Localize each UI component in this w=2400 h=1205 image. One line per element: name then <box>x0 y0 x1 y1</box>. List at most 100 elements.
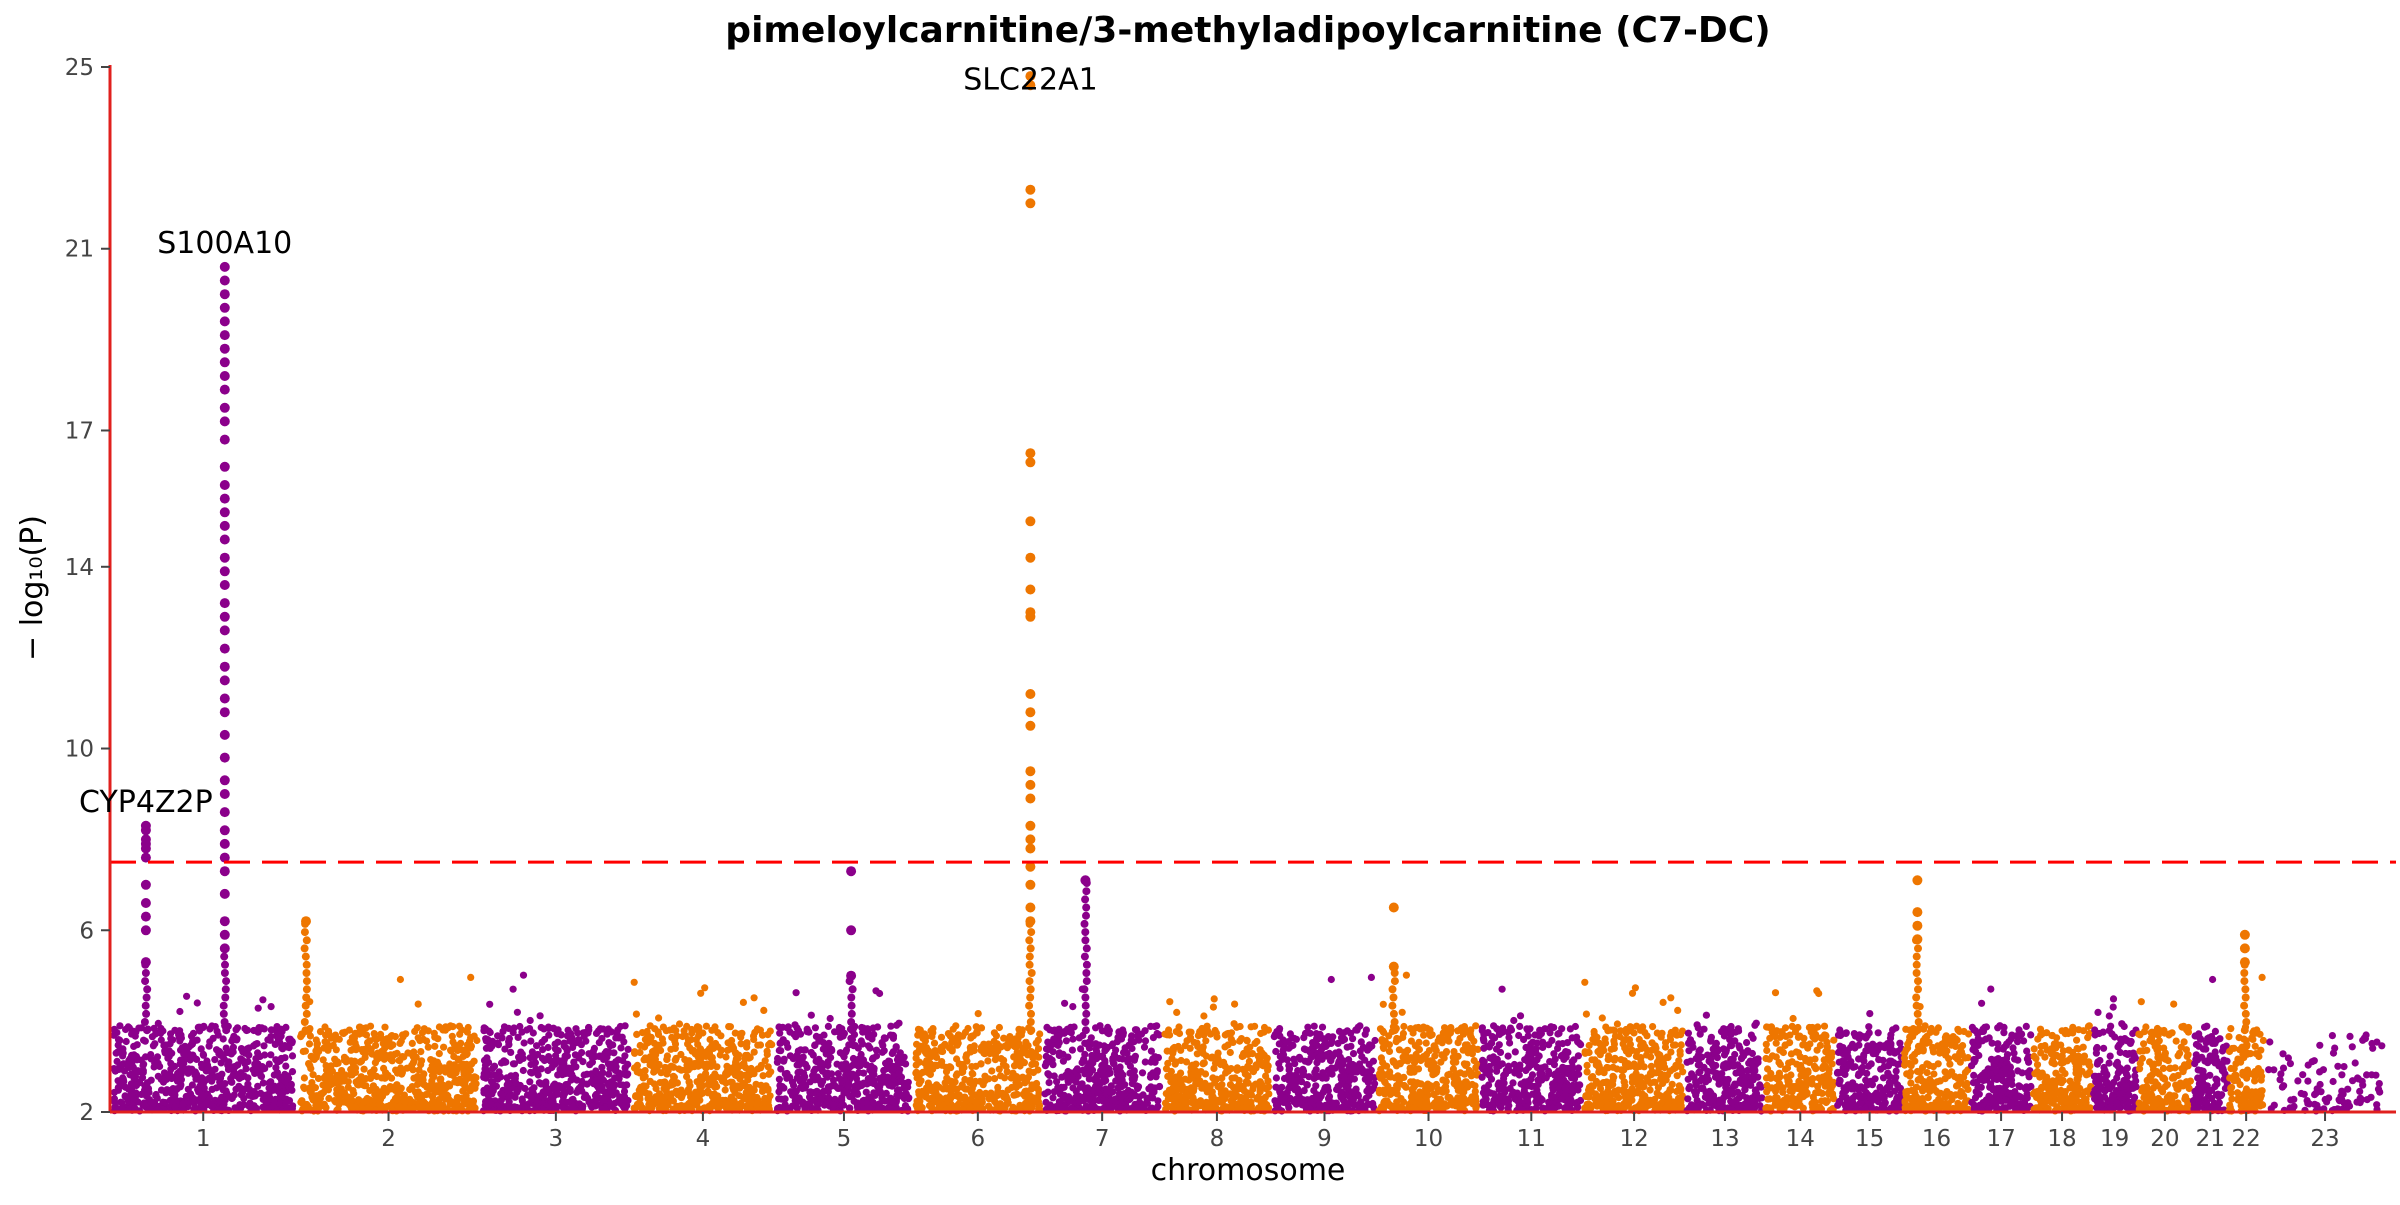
data-point <box>357 1078 365 1086</box>
data-point <box>227 1050 235 1058</box>
data-point <box>231 1104 239 1112</box>
data-point <box>1291 1077 1299 1085</box>
data-point <box>1078 1059 1086 1067</box>
data-point <box>1114 1077 1122 1085</box>
data-point <box>430 1073 438 1081</box>
data-point <box>521 1084 529 1093</box>
data-point <box>569 1043 577 1051</box>
data-point <box>380 1039 388 1047</box>
data-point <box>1473 1101 1481 1109</box>
data-point <box>225 1092 233 1100</box>
data-point <box>197 1060 206 1068</box>
data-point <box>319 1056 327 1064</box>
data-point <box>617 1044 625 1052</box>
data-point <box>1029 1068 1038 1077</box>
data-point <box>1276 1052 1284 1060</box>
data-point <box>667 1045 675 1053</box>
data-point <box>382 1069 390 1077</box>
data-point <box>334 1059 342 1067</box>
data-point <box>288 1068 297 1076</box>
data-point <box>122 1025 130 1034</box>
data-point <box>153 1094 161 1102</box>
data-point <box>1119 1091 1127 1099</box>
data-point <box>1364 1100 1372 1108</box>
data-point <box>110 1031 118 1039</box>
data-point <box>148 1098 156 1106</box>
data-point <box>147 1076 155 1084</box>
data-point <box>1119 1029 1127 1037</box>
data-point <box>717 1046 726 1054</box>
data-point <box>1094 1089 1102 1097</box>
data-point <box>902 1081 911 1089</box>
data-point <box>506 1102 514 1110</box>
data-point <box>335 1095 343 1103</box>
data-point <box>868 1035 876 1043</box>
data-point <box>1516 1012 1525 1020</box>
data-point <box>537 1065 545 1073</box>
data-point <box>307 1052 315 1060</box>
data-point <box>276 1099 284 1107</box>
chromosome-7-points <box>1041 985 1164 1115</box>
data-point <box>548 1092 556 1100</box>
data-point <box>1202 1037 1210 1045</box>
data-point <box>760 1006 768 1015</box>
data-point <box>377 1030 385 1038</box>
data-point <box>1010 1091 1018 1099</box>
data-point <box>252 1055 260 1063</box>
data-point <box>366 1096 374 1104</box>
data-point <box>242 1065 250 1073</box>
data-point <box>692 1088 700 1096</box>
data-point <box>526 1078 534 1086</box>
data-point <box>130 1074 138 1082</box>
data-point <box>410 1104 418 1112</box>
data-point <box>579 1058 587 1066</box>
data-point <box>695 1023 703 1032</box>
data-point <box>150 1024 158 1032</box>
data-point <box>357 1073 365 1081</box>
data-point <box>278 1027 286 1036</box>
data-point <box>266 1095 274 1103</box>
data-point <box>388 1032 396 1040</box>
data-point <box>679 1032 687 1041</box>
data-point <box>1050 1088 1058 1096</box>
data-point <box>1463 1041 1471 1049</box>
data-point <box>1169 1084 1177 1092</box>
data-point <box>322 1062 330 1070</box>
data-point <box>1236 1037 1244 1045</box>
data-point <box>316 1028 325 1036</box>
data-point <box>1029 1081 1037 1090</box>
data-point <box>614 1056 622 1064</box>
data-point <box>592 1090 600 1099</box>
data-point <box>218 1070 226 1078</box>
data-point <box>1296 1097 1304 1106</box>
data-point <box>1229 1038 1237 1046</box>
data-point <box>1055 1025 1063 1033</box>
data-point <box>1223 1030 1231 1038</box>
data-point <box>440 1043 448 1051</box>
data-point <box>366 1086 374 1095</box>
data-point <box>974 1010 982 1018</box>
data-point <box>414 1000 422 1008</box>
data-point <box>447 1065 455 1073</box>
data-point <box>1087 1034 1095 1042</box>
data-point <box>568 1064 576 1072</box>
data-point <box>981 1077 989 1085</box>
data-point <box>1241 1070 1249 1078</box>
data-point <box>1233 1064 1241 1072</box>
data-point <box>722 1070 730 1078</box>
data-point <box>463 1060 471 1068</box>
chromosome-3-points <box>480 971 632 1115</box>
data-point <box>967 1034 975 1042</box>
data-point <box>1177 1076 1186 1084</box>
data-point <box>122 1037 130 1046</box>
data-point <box>161 1047 169 1055</box>
data-point <box>1416 1088 1424 1096</box>
data-point <box>215 1096 223 1104</box>
data-point <box>1060 1091 1068 1099</box>
data-point <box>383 1103 391 1111</box>
data-point <box>633 1061 642 1069</box>
data-point <box>373 1072 381 1081</box>
data-point <box>554 1038 562 1046</box>
data-point <box>470 1057 478 1065</box>
data-point <box>561 1090 569 1098</box>
